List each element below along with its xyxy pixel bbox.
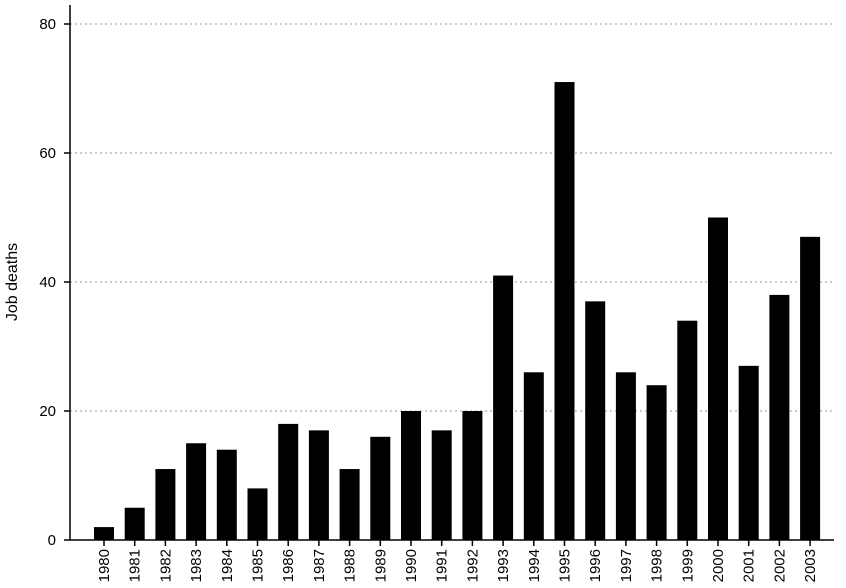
bar-2002: [769, 294, 790, 540]
x-tick-label: 1999: [679, 549, 696, 582]
bar-1998: [646, 385, 667, 540]
bar-1991: [431, 430, 452, 540]
x-tick-label: 1994: [526, 549, 543, 582]
x-axis-ticks: 1980 1981 1982 1983 1984 1985 1986 1987 1988 1989…: [96, 540, 819, 582]
bars: [94, 82, 821, 541]
y-tick-label: 0: [48, 532, 56, 549]
y-axis-ticks: 0 20 40 60 80: [39, 16, 70, 549]
x-tick-label: 2003: [802, 549, 819, 582]
bar-1985: [247, 488, 268, 540]
bar-1990: [401, 411, 421, 540]
bar-1986: [278, 423, 299, 540]
x-tick-label: 1984: [219, 549, 236, 582]
x-tick-label: 2002: [771, 549, 788, 582]
bar-1997: [615, 372, 636, 540]
bar-1994: [523, 372, 544, 540]
bar-1983: [186, 443, 207, 540]
gridlines: [70, 23, 834, 412]
y-tick-label: 40: [39, 274, 56, 291]
bar-2003: [800, 236, 821, 540]
y-tick-label: 20: [39, 403, 56, 420]
x-tick-label: 1988: [342, 549, 359, 582]
bar-1984: [216, 449, 237, 540]
bar-1992: [462, 411, 483, 540]
x-tick-label: 1983: [188, 549, 205, 582]
x-tick-label: 1981: [127, 549, 144, 582]
x-tick-label: 1992: [464, 549, 481, 582]
x-tick-label: 1998: [649, 549, 666, 582]
bar-1995: [554, 82, 575, 541]
x-tick-label: 2000: [710, 549, 727, 582]
bar-2001: [738, 365, 759, 540]
x-tick-label: 1987: [311, 549, 328, 582]
x-tick-label: 1997: [618, 549, 635, 582]
bar-1988: [339, 469, 360, 540]
bar-1987: [308, 430, 329, 540]
x-tick-label: 1985: [250, 549, 267, 582]
x-tick-label: 1982: [157, 549, 174, 582]
bar-1993: [493, 275, 514, 540]
x-tick-label: 1986: [280, 549, 297, 582]
x-tick-label: 1980: [96, 549, 113, 582]
bar-1999: [677, 320, 698, 540]
x-tick-label: 1991: [434, 549, 451, 582]
bar-1980: [94, 527, 114, 540]
x-tick-label: 1989: [372, 549, 389, 582]
bar-2000: [708, 217, 728, 540]
bar-1982: [155, 469, 176, 540]
x-tick-label: 1990: [403, 549, 420, 582]
x-tick-label: 1995: [557, 549, 574, 582]
bar-1996: [585, 301, 606, 540]
bar-1989: [370, 436, 391, 540]
y-axis-title: Job deaths: [4, 243, 21, 321]
x-tick-label: 1993: [495, 549, 512, 582]
bar-1981: [124, 507, 145, 540]
x-tick-label: 2001: [741, 549, 758, 582]
y-tick-label: 80: [39, 16, 56, 33]
x-tick-label: 1996: [587, 549, 604, 582]
y-tick-label: 60: [39, 145, 56, 162]
